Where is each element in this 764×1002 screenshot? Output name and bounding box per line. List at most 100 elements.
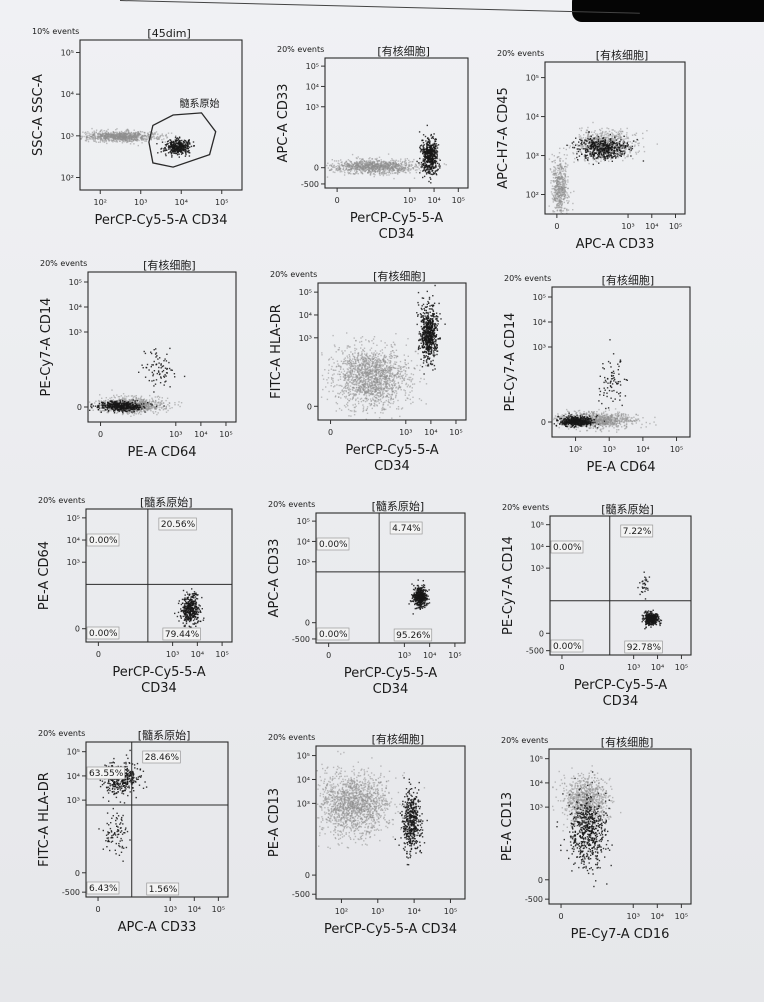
event-dot — [123, 135, 126, 137]
event-dot — [137, 399, 139, 401]
event-dot — [380, 160, 382, 163]
event-dot — [97, 141, 100, 143]
event-dot — [391, 164, 394, 167]
event-dot — [410, 165, 412, 167]
plot-title: [45dim] — [147, 27, 190, 40]
event-dot — [595, 146, 597, 148]
event-dot — [556, 182, 558, 184]
event-dot — [366, 161, 368, 163]
event-dot — [566, 212, 568, 214]
event-dot — [360, 162, 362, 165]
event-dot — [607, 157, 609, 159]
event-dot — [613, 150, 616, 152]
event-dot — [114, 397, 116, 399]
event-dot — [375, 158, 377, 161]
event-dot — [623, 147, 625, 149]
event-dot — [171, 156, 173, 158]
event-dot — [167, 404, 169, 406]
event-dot — [556, 156, 559, 159]
event-dot — [132, 132, 134, 135]
event-dot — [181, 152, 184, 154]
event-dot — [430, 182, 432, 184]
event-dot — [423, 155, 425, 157]
event-dot — [422, 170, 424, 172]
event-dot — [397, 160, 399, 162]
event-dot — [176, 151, 179, 154]
event-dot — [599, 133, 601, 135]
event-dot — [601, 142, 603, 145]
event-dot — [583, 141, 585, 144]
event-dot — [626, 155, 628, 158]
event-dot — [555, 200, 558, 202]
event-dot — [432, 146, 435, 148]
event-dot — [618, 149, 620, 152]
event-dot — [176, 150, 178, 153]
event-dot — [178, 139, 181, 142]
event-dot — [560, 187, 562, 189]
event-dot — [363, 160, 366, 162]
event-dot — [595, 157, 597, 159]
event-dot — [138, 133, 140, 135]
event-dot — [592, 142, 594, 144]
event-dot — [134, 137, 137, 139]
event-dot — [179, 149, 181, 152]
event-dot — [184, 143, 187, 145]
event-dot — [393, 177, 395, 180]
event-dot — [128, 137, 130, 139]
event-dot — [400, 169, 402, 171]
event-dot — [347, 169, 349, 171]
event-dot — [409, 172, 411, 174]
event-dot — [435, 143, 438, 145]
event-dot — [135, 136, 138, 138]
event-dot — [418, 162, 420, 164]
event-dot — [139, 130, 141, 133]
event-dot — [85, 131, 87, 133]
event-dot — [360, 161, 362, 163]
event-dot — [436, 152, 438, 154]
event-dot — [561, 166, 563, 169]
event-dot — [568, 195, 570, 197]
event-dot — [612, 139, 615, 141]
event-dot — [430, 173, 432, 175]
event-dot — [414, 165, 416, 168]
event-dot — [95, 129, 98, 131]
event-dot — [336, 169, 338, 171]
event-dot — [405, 168, 407, 170]
event-dot — [391, 166, 394, 169]
event-dot — [429, 154, 431, 157]
event-dot — [556, 179, 558, 181]
event-dot — [181, 139, 183, 142]
event-dot — [379, 164, 381, 167]
event-dot — [347, 159, 350, 161]
event-dot — [352, 164, 355, 166]
event-dot — [365, 169, 367, 172]
event-dot — [620, 148, 622, 150]
event-dot — [612, 129, 614, 131]
event-dot — [137, 144, 139, 147]
event-dot — [118, 399, 120, 401]
event-dot — [613, 153, 615, 155]
event-dot — [177, 146, 179, 149]
event-dot — [561, 177, 564, 179]
event-dot — [617, 131, 619, 133]
event-dot — [589, 153, 591, 155]
event-dot — [605, 136, 607, 138]
event-dot — [597, 155, 600, 158]
event-dot — [605, 156, 607, 158]
event-dot — [345, 167, 348, 170]
event-dot — [579, 149, 581, 151]
event-dot — [598, 162, 600, 164]
event-dot — [558, 199, 560, 201]
event-dot — [156, 143, 158, 145]
event-dot — [331, 159, 333, 161]
event-dot — [173, 144, 175, 146]
event-dot — [369, 162, 371, 165]
event-dot — [558, 197, 560, 200]
event-dot — [403, 166, 405, 168]
event-dot — [432, 150, 435, 152]
event-dot — [360, 171, 362, 173]
event-dot — [150, 410, 152, 412]
event-dot — [611, 135, 613, 137]
event-dot — [433, 154, 435, 156]
event-dot — [121, 131, 123, 134]
